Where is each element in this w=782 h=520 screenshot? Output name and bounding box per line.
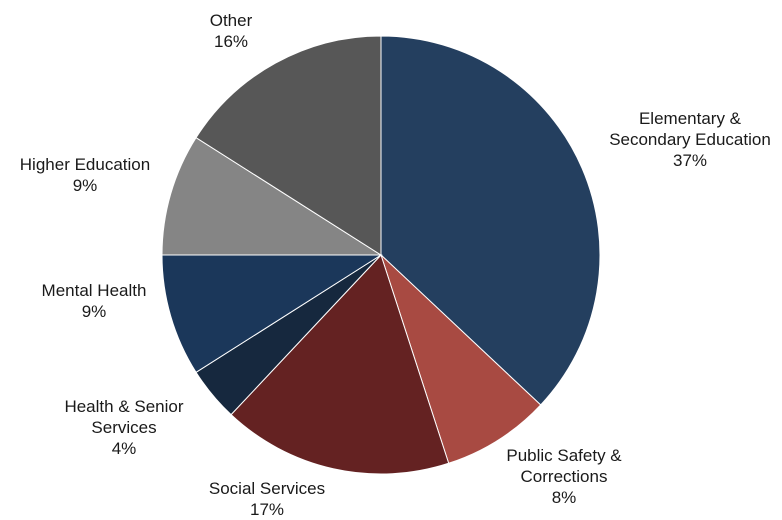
slice-value-label: 17% xyxy=(250,500,284,519)
slice-label-0: Elementary & Secondary Education 37% xyxy=(609,109,771,170)
slice-name-label: Mental Health xyxy=(42,281,147,300)
slice-value-label: 8% xyxy=(552,488,577,507)
slice-label-3: Health & Senior Services 4% xyxy=(64,397,183,458)
slice-value-label: 9% xyxy=(73,176,98,195)
pie-slice-5 xyxy=(161,136,383,256)
pie-slices xyxy=(161,35,601,475)
slice-name-label: Public Safety & xyxy=(506,446,622,465)
slice-name-label: Higher Education xyxy=(20,155,150,174)
pie-slice-4 xyxy=(161,254,383,374)
slice-label-1: Public Safety & Corrections 8% xyxy=(506,446,622,507)
pie-slice-6 xyxy=(195,35,382,256)
slice-name-label: Elementary & xyxy=(639,109,742,128)
slice-value-label: 9% xyxy=(82,302,107,321)
slice-label-6: Other 16% xyxy=(210,11,253,51)
pie-slice-2 xyxy=(230,254,450,475)
slice-name-label: Health & Senior xyxy=(64,397,183,416)
slice-name-label: Secondary Education xyxy=(609,130,771,149)
pie-slice-1 xyxy=(380,254,542,464)
slice-label-5: Higher Education 9% xyxy=(20,155,150,195)
slice-value-label: 37% xyxy=(673,151,707,170)
slice-labels: Elementary & Secondary Education 37% Public… xyxy=(20,11,771,519)
slice-name-label: Services xyxy=(91,418,156,437)
slice-label-4: Mental Health 9% xyxy=(42,281,147,321)
pie-slice-0 xyxy=(380,35,601,406)
slice-name-label: Other xyxy=(210,11,253,30)
slice-name-label: Corrections xyxy=(521,467,608,486)
slice-value-label: 16% xyxy=(214,32,248,51)
slice-value-label: 4% xyxy=(112,439,137,458)
slice-name-label: Social Services xyxy=(209,479,325,498)
slice-label-2: Social Services 17% xyxy=(209,479,325,519)
